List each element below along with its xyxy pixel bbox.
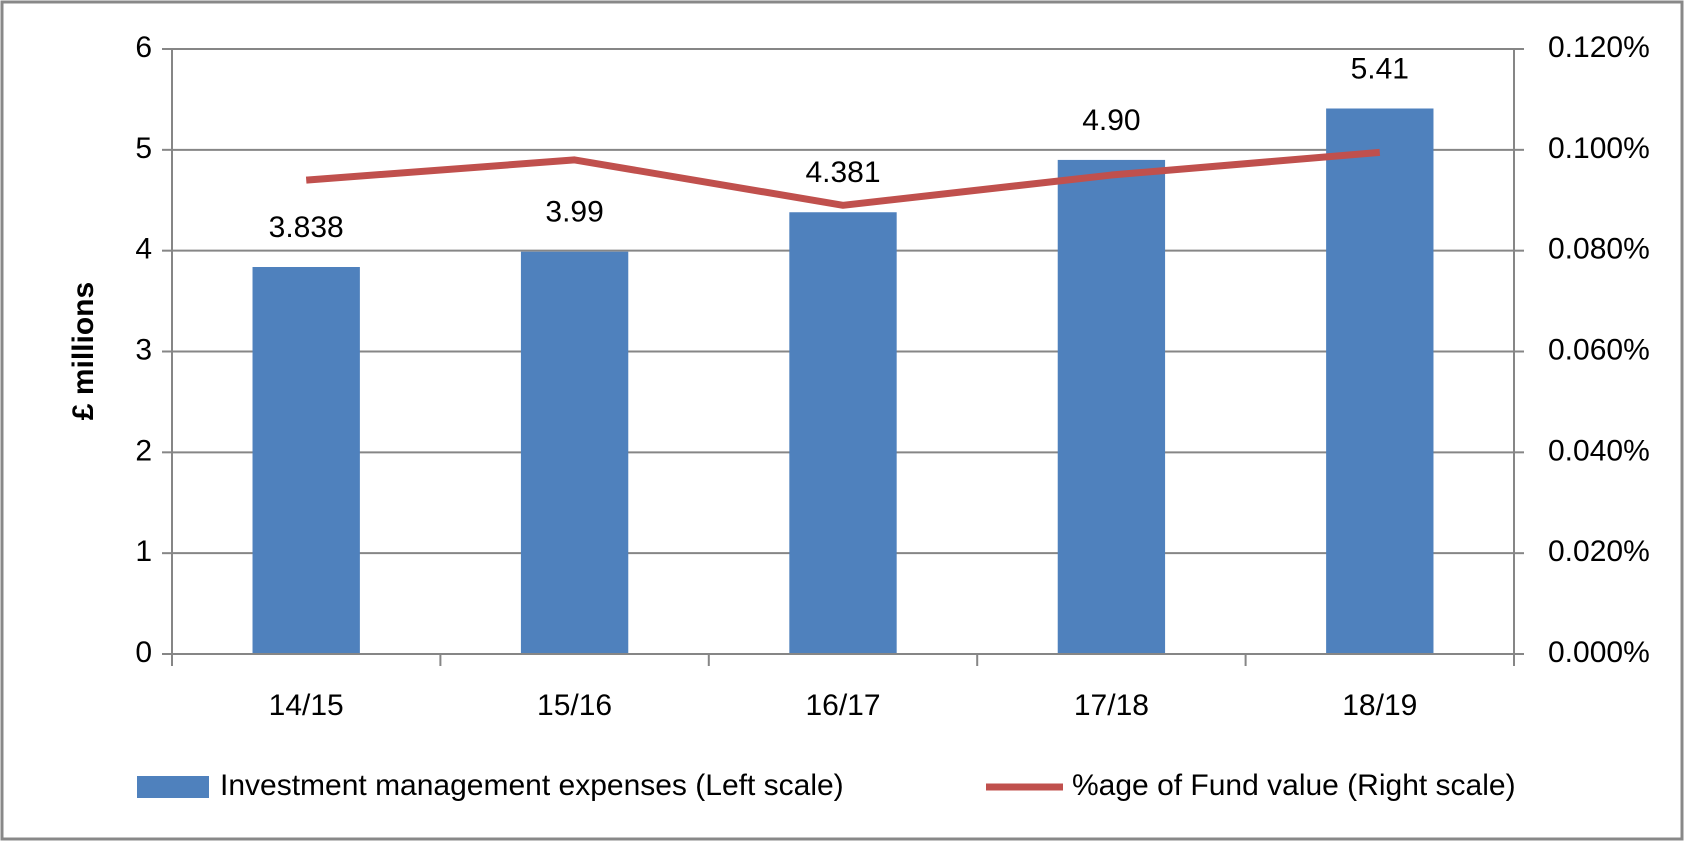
y2-tick-label: 0.080% <box>1548 233 1650 266</box>
bar <box>252 267 360 654</box>
y-tick-label: 1 <box>135 535 152 568</box>
y-tick-label: 0 <box>135 636 152 669</box>
bar <box>1326 108 1434 654</box>
data-label: 4.90 <box>1082 104 1140 137</box>
x-tick-label: 18/19 <box>1342 689 1417 722</box>
bar <box>789 212 897 655</box>
legend-label: Investment management expenses (Left sca… <box>220 769 844 802</box>
y2-tick-label: 0.100% <box>1548 132 1650 165</box>
data-label: 3.99 <box>545 196 603 229</box>
y2-tick-label: 0.120% <box>1548 31 1650 64</box>
y-tick-label: 4 <box>135 233 152 266</box>
line <box>305 148 1381 209</box>
y-tick-label: 3 <box>135 333 152 366</box>
legend-swatch <box>137 776 209 798</box>
x-tick-label: 16/17 <box>805 689 880 722</box>
bar <box>1057 159 1166 654</box>
y2-tick-label: 0.020% <box>1548 535 1650 568</box>
data-label: 3.838 <box>269 211 344 244</box>
y-tick-label: 5 <box>135 132 152 165</box>
y2-tick-label: 0.060% <box>1548 333 1650 366</box>
y2-tick-label: 0.040% <box>1548 434 1650 467</box>
y-tick-label: 6 <box>135 31 152 64</box>
x-tick-label: 14/15 <box>269 689 344 722</box>
x-tick-label: 17/18 <box>1074 689 1149 722</box>
data-label: 5.41 <box>1351 52 1409 85</box>
y-tick-label: 2 <box>135 434 152 467</box>
y2-tick-label: 0.000% <box>1548 636 1650 669</box>
data-label: 4.381 <box>805 156 880 189</box>
legend-label: %age of Fund value (Right scale) <box>1072 769 1516 802</box>
bar <box>520 251 629 655</box>
y-axis-label: £ millions <box>67 282 100 420</box>
x-tick-label: 15/16 <box>537 689 612 722</box>
